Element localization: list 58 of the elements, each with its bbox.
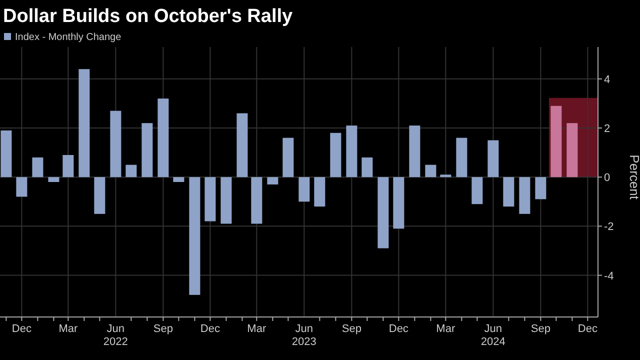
bar [456, 138, 468, 178]
bar [503, 177, 514, 207]
bar [535, 177, 546, 200]
x-tick-label: Dec [12, 323, 32, 335]
y-tick-label: 4 [604, 74, 610, 86]
bar [566, 123, 578, 178]
x-tick-label: Dec [200, 323, 220, 335]
y-tick-label: -4 [604, 270, 614, 282]
x-tick-label: Mar [436, 323, 456, 335]
bar [48, 177, 60, 182]
x-tick-label: Sep [153, 323, 173, 335]
bar [94, 177, 106, 214]
bar [330, 132, 342, 178]
bar [173, 177, 184, 182]
bar [158, 98, 169, 178]
y-tick-label: 2 [604, 123, 610, 135]
bar [32, 157, 44, 178]
bar [409, 126, 420, 178]
x-tick-label: Mar [58, 323, 78, 335]
bar [282, 138, 294, 178]
bar [393, 177, 404, 229]
x-tick-label: Sep [342, 323, 362, 335]
y-tick-label: -2 [604, 221, 614, 234]
bar [236, 113, 248, 178]
bar [204, 177, 216, 222]
bar [110, 110, 122, 178]
bar [550, 106, 562, 178]
bar [440, 174, 452, 178]
x-tick-label: Jun 2024 [480, 323, 506, 348]
x-tick-label: Mar [247, 323, 266, 335]
x-tick-label: Dec [388, 323, 409, 335]
bar [298, 177, 310, 202]
x-tick-label: Jun 2022 [103, 323, 128, 348]
bar [267, 177, 278, 184]
bar [251, 177, 262, 224]
bar [346, 126, 358, 178]
bar [0, 130, 12, 178]
bar [472, 177, 483, 204]
bar [16, 177, 28, 197]
chart-title: Dollar Builds on October's Rally [3, 6, 294, 27]
bar [142, 123, 153, 178]
x-tick-label: Dec [578, 323, 598, 335]
x-tick-label: Sep [530, 323, 550, 335]
bar [362, 157, 373, 178]
bar [220, 177, 232, 224]
bar [378, 177, 389, 248]
bar [488, 140, 499, 178]
bar [189, 177, 200, 295]
x-tick-label: Jun 2023 [292, 323, 316, 348]
bar [519, 177, 530, 214]
y-tick-label: 0 [604, 172, 610, 184]
bar [314, 177, 326, 207]
legend-label: Index - Monthly Change [15, 32, 122, 43]
bar [78, 69, 90, 178]
bar [126, 164, 137, 178]
bar [62, 155, 74, 178]
bar [425, 164, 436, 178]
y-axis-title: Percent [627, 154, 640, 200]
